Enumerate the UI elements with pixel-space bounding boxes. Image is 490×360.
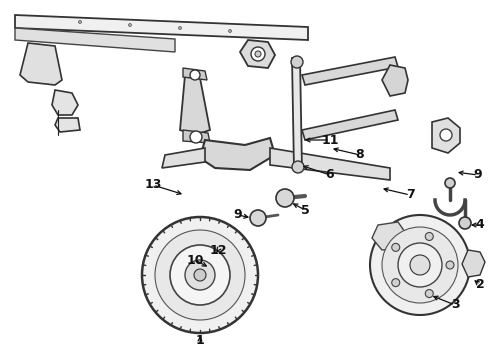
Text: 12: 12 [209, 243, 227, 256]
Text: 5: 5 [301, 203, 309, 216]
Circle shape [250, 210, 266, 226]
Circle shape [170, 245, 230, 305]
Circle shape [194, 269, 206, 281]
Circle shape [185, 260, 215, 290]
Circle shape [425, 289, 433, 297]
Polygon shape [200, 138, 275, 170]
Circle shape [178, 27, 181, 30]
Circle shape [142, 217, 258, 333]
Polygon shape [180, 75, 210, 135]
Text: 9: 9 [234, 208, 243, 221]
Circle shape [291, 56, 303, 68]
Polygon shape [270, 148, 390, 180]
Circle shape [255, 51, 261, 57]
Circle shape [410, 255, 430, 275]
Polygon shape [302, 110, 398, 140]
Polygon shape [432, 118, 460, 153]
Circle shape [459, 217, 471, 229]
Circle shape [398, 243, 442, 287]
Polygon shape [183, 130, 210, 143]
Circle shape [78, 21, 81, 23]
Text: 9: 9 [474, 168, 482, 181]
Text: 7: 7 [406, 189, 415, 202]
Circle shape [128, 23, 131, 27]
Circle shape [445, 178, 455, 188]
Circle shape [155, 230, 245, 320]
Text: 8: 8 [356, 148, 364, 162]
Polygon shape [15, 28, 175, 52]
Circle shape [446, 261, 454, 269]
Text: 1: 1 [196, 333, 204, 346]
Circle shape [251, 47, 265, 61]
Circle shape [392, 279, 400, 287]
Polygon shape [302, 57, 398, 85]
Circle shape [440, 129, 452, 141]
Text: 3: 3 [451, 298, 459, 311]
Circle shape [190, 70, 200, 80]
Text: 4: 4 [476, 219, 485, 231]
Circle shape [190, 131, 202, 143]
Text: 13: 13 [145, 179, 162, 192]
Polygon shape [183, 68, 207, 80]
Circle shape [228, 30, 231, 32]
Polygon shape [20, 43, 62, 85]
Circle shape [292, 161, 304, 173]
Text: 6: 6 [326, 168, 334, 181]
Polygon shape [292, 58, 302, 170]
Text: 11: 11 [321, 134, 339, 147]
Circle shape [382, 227, 458, 303]
Circle shape [370, 215, 470, 315]
Polygon shape [55, 118, 80, 132]
Text: 2: 2 [476, 279, 485, 292]
Text: 10: 10 [186, 253, 204, 266]
Polygon shape [162, 148, 205, 168]
Circle shape [392, 243, 400, 251]
Polygon shape [52, 90, 78, 115]
Polygon shape [15, 15, 308, 40]
Circle shape [276, 189, 294, 207]
Polygon shape [382, 65, 408, 96]
Polygon shape [462, 250, 485, 277]
Polygon shape [372, 222, 405, 250]
Polygon shape [240, 40, 275, 68]
Circle shape [425, 233, 433, 240]
